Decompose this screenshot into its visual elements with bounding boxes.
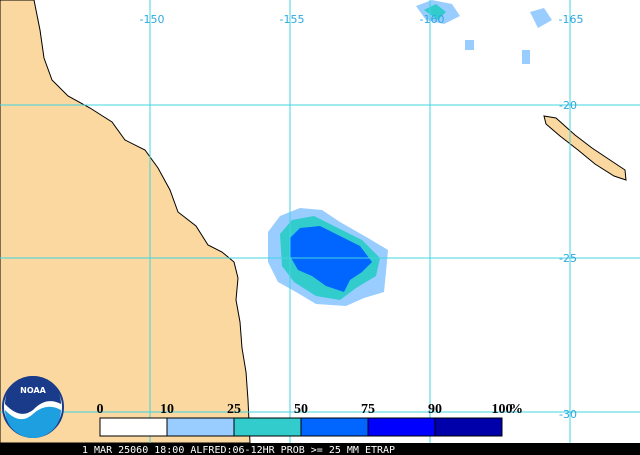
noaa-logo: NOAA: [2, 376, 64, 438]
graticule: [0, 0, 640, 443]
lat-labels: -20 -25 -30: [559, 99, 577, 421]
colorbar-label: 0: [97, 402, 104, 417]
logo-text: NOAA: [20, 386, 46, 395]
lon-labels: -150 -155 -160 -165: [140, 13, 584, 26]
colorbar-label: 10: [160, 402, 174, 417]
lat-label: -25: [559, 252, 577, 265]
colorbar-label: 100: [492, 402, 513, 417]
colorbar-swatch: [233, 417, 302, 437]
colorbar-label: 75: [361, 402, 375, 417]
caption: 1 MAR 25060 18:00 ALFRED:06-12HR PROB >=…: [82, 445, 395, 455]
lon-label: -150: [140, 13, 165, 26]
colorbar-label: 50: [294, 402, 308, 417]
colorbar-swatch: [367, 417, 436, 437]
rain-areas: [268, 0, 552, 306]
colorbar-label: 25: [227, 402, 241, 417]
colorbar-swatch: [434, 417, 503, 437]
colorbar-unit: %: [509, 402, 523, 417]
lon-label: -165: [559, 13, 584, 26]
caption-bar: [0, 443, 640, 455]
lat-label: -30: [559, 408, 577, 421]
land: [0, 0, 251, 444]
colorbar-label: 90: [428, 402, 442, 417]
lon-label: -160: [420, 13, 445, 26]
colorbar-swatch: [166, 417, 235, 437]
colorbar-swatch: [300, 417, 369, 437]
island: [543, 115, 627, 181]
lon-label: -155: [280, 13, 305, 26]
lat-label: -20: [559, 99, 577, 112]
colorbar-swatch: [99, 417, 168, 437]
colorbar: 0 10 25 50 75 90 100%: [97, 402, 523, 437]
